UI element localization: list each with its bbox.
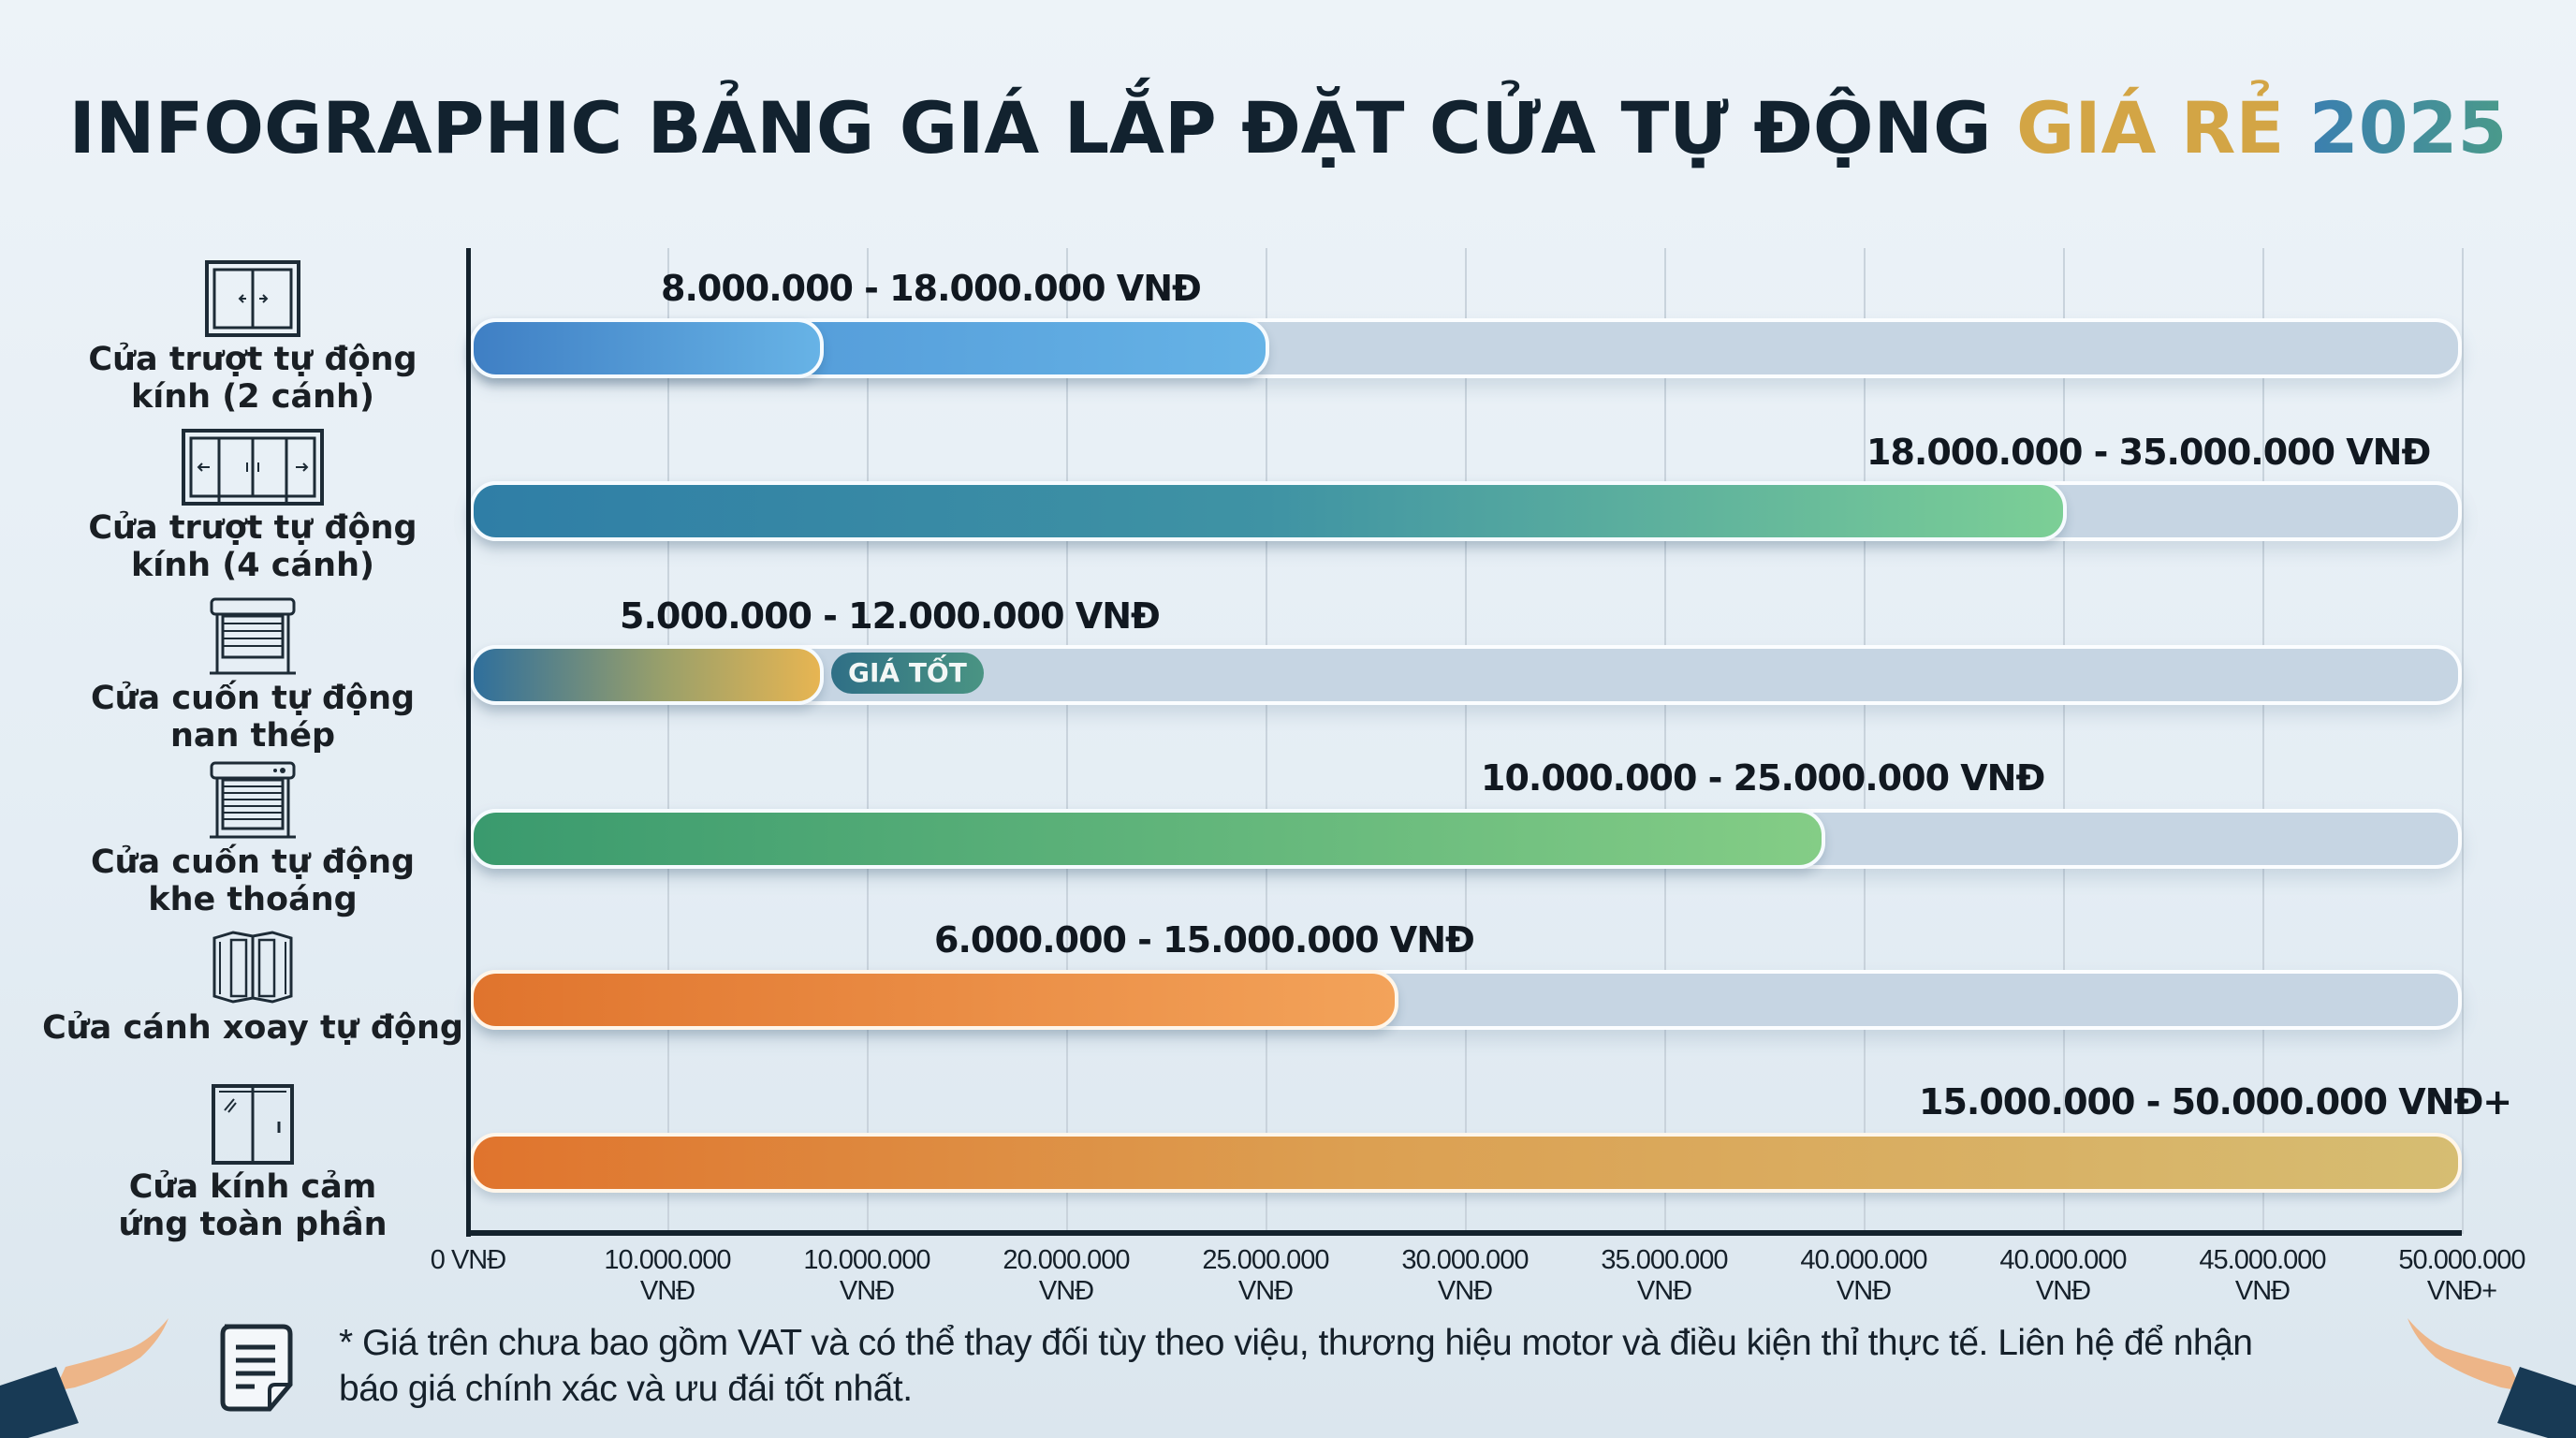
x-tick-label: 25.000.000 VNĐ (1202, 1245, 1329, 1306)
x-tick-label: 50.000.000 VNĐ+ (2398, 1245, 2525, 1306)
bar-range (470, 1133, 2462, 1193)
x-tick-label: 30.000.000 VNĐ (1401, 1245, 1529, 1306)
category-label: Cửa cánh xoay tự động (42, 1009, 463, 1047)
category-revolving: Cửa cánh xoay tự động (37, 929, 468, 1047)
gridline (667, 248, 669, 1234)
disclaimer-note: * Giá trên chưa bao gồm VAT và có thể th… (339, 1320, 2398, 1412)
title-main: INFOGRAPHIC BẢNG GIÁ LẮP ĐẶT CỬA TỰ ĐỘNG (68, 86, 1992, 169)
bar-range (470, 481, 2067, 541)
x-tick-label: 40.000.000 VNĐ (1999, 1245, 2127, 1306)
category-label: Cửa cuốn tự động (90, 844, 416, 881)
category-label: Cửa trượt tự động (88, 341, 417, 378)
category-label: nan thép (169, 717, 336, 755)
bar-range (470, 645, 824, 705)
glass-door-icon (212, 1084, 294, 1165)
bar-range (470, 970, 1398, 1030)
bar-value-label: 5.000.000 - 12.000.000 VNĐ (620, 595, 1161, 637)
bar-value-label: 6.000.000 - 15.000.000 VNĐ (934, 919, 1475, 961)
gridline (867, 248, 869, 1234)
rolling-shutter-icon (210, 597, 296, 675)
bar-range (470, 809, 1825, 869)
category-label: kính (2 cánh) (130, 378, 375, 416)
category-rolling-vented: Cửa cuốn tự động khe thoáng (37, 761, 468, 918)
category-sliding-2: Cửa trượt tự động kính (2 cánh) (37, 260, 468, 416)
hand-right-icon (2408, 1318, 2576, 1438)
gridline (1266, 248, 1267, 1234)
document-icon (220, 1324, 293, 1412)
bar-value-label: 18.000.000 - 35.000.000 VNĐ (1866, 432, 2431, 473)
best-price-badge: GIÁ TỐT (831, 653, 984, 694)
sliding-door-4-panel-icon (182, 429, 324, 506)
gridline (2063, 248, 2065, 1234)
bar-range-min (470, 318, 824, 378)
category-label: kính (4 cánh) (130, 547, 375, 584)
revolving-door-icon (212, 931, 293, 1004)
sliding-door-2-panel-icon (205, 260, 300, 337)
gridline (1066, 248, 1068, 1234)
y-axis-line (466, 248, 471, 1237)
gridline (2262, 248, 2264, 1234)
chart-plot-area (470, 248, 2464, 1234)
x-tick-label: 40.000.000 VNĐ (1800, 1245, 1927, 1306)
x-tick-label: 20.000.000 VNĐ (1003, 1245, 1130, 1306)
title-year: 2025 (2308, 86, 2508, 169)
bar-value-label: 8.000.000 - 18.000.000 VNĐ (661, 268, 1202, 309)
category-label: Cửa kính cảm (128, 1168, 377, 1206)
page-title: INFOGRAPHIC BẢNG GIÁ LẮP ĐẶT CỬA TỰ ĐỘNG… (0, 86, 2576, 169)
hand-left-icon (0, 1318, 168, 1438)
note-line: báo giá chính xác và ưu đái tốt nhất. (339, 1369, 913, 1409)
category-label: khe thoáng (148, 881, 358, 918)
bar-value-label: 15.000.000 - 50.000.000 VNĐ+ (1919, 1081, 2512, 1123)
rolling-shutter-vented-icon (210, 761, 296, 839)
gridline (1465, 248, 1467, 1234)
bar-value-label: 10.000.000 - 25.000.000 VNĐ (1481, 757, 2045, 799)
title-highlight: GIÁ RẺ (2016, 86, 2285, 169)
x-tick-label: 10.000.000 VNĐ (803, 1245, 930, 1306)
category-rolling-steel: Cửa cuốn tự động nan thép (37, 597, 468, 755)
x-tick-label: 0 VNĐ (430, 1245, 506, 1275)
x-axis-line (466, 1230, 2462, 1236)
category-glass-sensor: Cửa kính cảm ứng toàn phần (37, 1084, 468, 1243)
gridline (2462, 248, 2464, 1234)
category-sliding-4: Cửa trượt tự động kính (4 cánh) (37, 429, 468, 584)
category-label: ứng toàn phần (118, 1206, 388, 1243)
x-tick-label: 45.000.000 VNĐ (2199, 1245, 2326, 1306)
x-tick-label: 35.000.000 VNĐ (1601, 1245, 1728, 1306)
note-line: * Giá trên chưa bao gồm VAT và có thể th… (339, 1323, 2253, 1363)
category-label: Cửa cuốn tự động (90, 680, 416, 717)
category-label: Cửa trượt tự động (88, 509, 417, 547)
gridline (1864, 248, 1866, 1234)
gridline (1664, 248, 1666, 1234)
x-tick-label: 10.000.000 VNĐ (604, 1245, 731, 1306)
